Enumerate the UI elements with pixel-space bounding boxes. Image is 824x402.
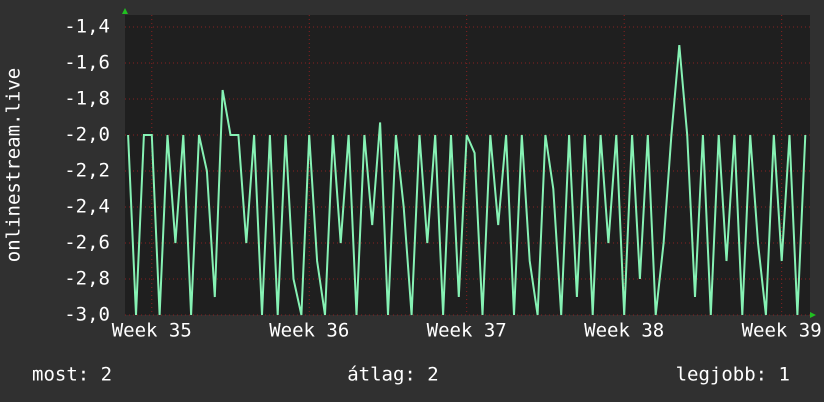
footer-current: most: 2 [32,364,112,386]
axis-arrow [810,312,816,318]
y-tick-label: -2,2 [64,160,110,182]
x-tick-label: Week 36 [269,320,349,342]
y-tick-label: -2,6 [64,232,110,254]
y-axis-label: onlinestream.live [3,68,25,262]
y-tick-label: -1,6 [64,52,110,74]
y-tick-label: -3,0 [64,304,110,326]
x-tick-label: Week 37 [427,320,507,342]
footer-best: legjobb: 1 [676,364,790,386]
data-line [127,45,807,316]
plot-area [125,15,810,315]
axis-arrow [122,8,128,14]
y-tick-label: -1,4 [64,16,110,38]
y-tick-label: -2,0 [64,124,110,146]
y-tick-label: -2,4 [64,196,110,218]
x-tick-label: Week 35 [112,320,192,342]
y-tick-label: -1,8 [64,88,110,110]
x-tick-label: Week 39 [742,320,822,342]
footer-average: átlag: 2 [347,364,439,386]
y-tick-label: -2,8 [64,268,110,290]
x-tick-label: Week 38 [584,320,664,342]
